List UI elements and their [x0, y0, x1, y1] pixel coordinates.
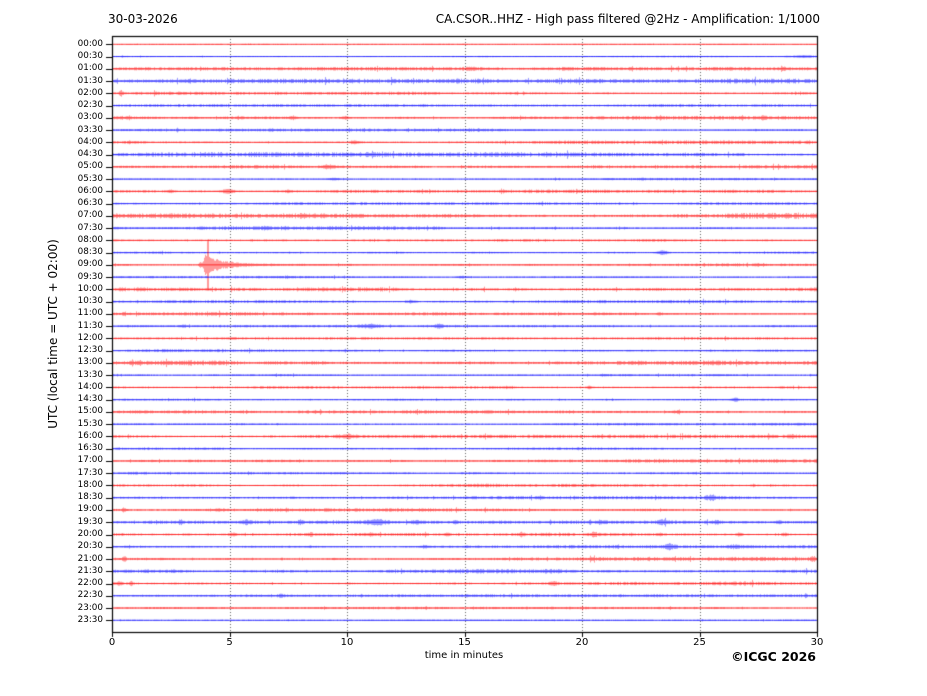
- x-tick-label: 25: [693, 637, 706, 648]
- y-tick-label: 09:00: [77, 259, 103, 270]
- y-tick-label: 22:30: [77, 590, 103, 601]
- y-tick-label: 08:30: [77, 247, 103, 258]
- y-tick-label: 14:30: [77, 394, 103, 405]
- y-tick-label: 01:00: [77, 63, 103, 74]
- y-tick-label: 11:30: [77, 320, 103, 331]
- x-tick-label: 30: [810, 637, 824, 648]
- y-tick-label: 13:00: [77, 357, 103, 368]
- y-tick-label: 17:00: [77, 455, 103, 466]
- y-tick-label: 19:00: [77, 504, 103, 515]
- y-tick-label: 21:00: [77, 553, 103, 564]
- y-tick-label: 17:30: [77, 467, 103, 478]
- y-tick-label: 05:30: [77, 173, 103, 184]
- y-tick-label: 19:30: [77, 516, 103, 527]
- y-tick-label: 09:30: [77, 271, 103, 282]
- date-label: 30-03-2026: [108, 12, 178, 26]
- y-tick-label: 12:00: [77, 332, 103, 343]
- x-tick-label: 5: [226, 637, 233, 648]
- copyright-label: ©ICGC 2026: [731, 649, 816, 664]
- y-tick-label: 06:00: [77, 185, 103, 196]
- y-tick-label: 16:00: [77, 430, 103, 441]
- y-tick-label: 23:00: [77, 602, 103, 613]
- y-tick-label: 14:00: [77, 381, 103, 392]
- y-tick-label: 10:30: [77, 296, 103, 307]
- y-tick-label: 23:30: [77, 614, 103, 625]
- plot-title: CA.CSOR..HHZ - High pass filtered @2Hz -…: [435, 12, 820, 26]
- y-tick-label: 22:00: [77, 578, 103, 589]
- x-tick-label: 10: [340, 637, 354, 648]
- y-tick-label: 03:30: [77, 124, 103, 135]
- y-tick-label: 02:00: [77, 87, 103, 98]
- y-tick-label: 02:30: [77, 100, 103, 111]
- y-tick-label: 01:30: [77, 75, 103, 86]
- y-tick-label: 00:00: [77, 38, 103, 49]
- y-tick-label: 04:00: [77, 136, 103, 147]
- y-tick-label: 06:30: [77, 198, 103, 209]
- x-tick-label: 20: [575, 637, 589, 648]
- y-tick-label: 15:30: [77, 418, 103, 429]
- y-tick-label: 12:30: [77, 345, 103, 356]
- x-tick-label: 0: [108, 637, 116, 648]
- y-tick-label: 03:00: [77, 112, 103, 123]
- x-axis-label: time in minutes: [424, 650, 504, 661]
- y-tick-label: 08:00: [77, 234, 103, 245]
- y-tick-label: 20:30: [77, 541, 103, 552]
- y-tick-label: 18:00: [77, 479, 103, 490]
- y-tick-label: 00:30: [77, 51, 103, 62]
- y-tick-label: 04:30: [77, 149, 103, 160]
- y-tick-label: 10:00: [77, 283, 103, 294]
- y-tick-label: 16:30: [77, 443, 103, 454]
- y-tick-label: 18:30: [77, 492, 103, 503]
- y-tick-label: 15:00: [77, 406, 103, 417]
- y-tick-label: 21:30: [77, 565, 103, 576]
- y-tick-label: 05:00: [77, 161, 103, 172]
- y-tick-label: 07:30: [77, 222, 103, 233]
- x-tick-label: 15: [458, 637, 471, 648]
- y-tick-label: 11:00: [77, 308, 103, 319]
- y-tick-label: 13:30: [77, 369, 103, 380]
- y-tick-label: 07:00: [77, 210, 103, 221]
- y-tick-label: 20:00: [77, 529, 103, 539]
